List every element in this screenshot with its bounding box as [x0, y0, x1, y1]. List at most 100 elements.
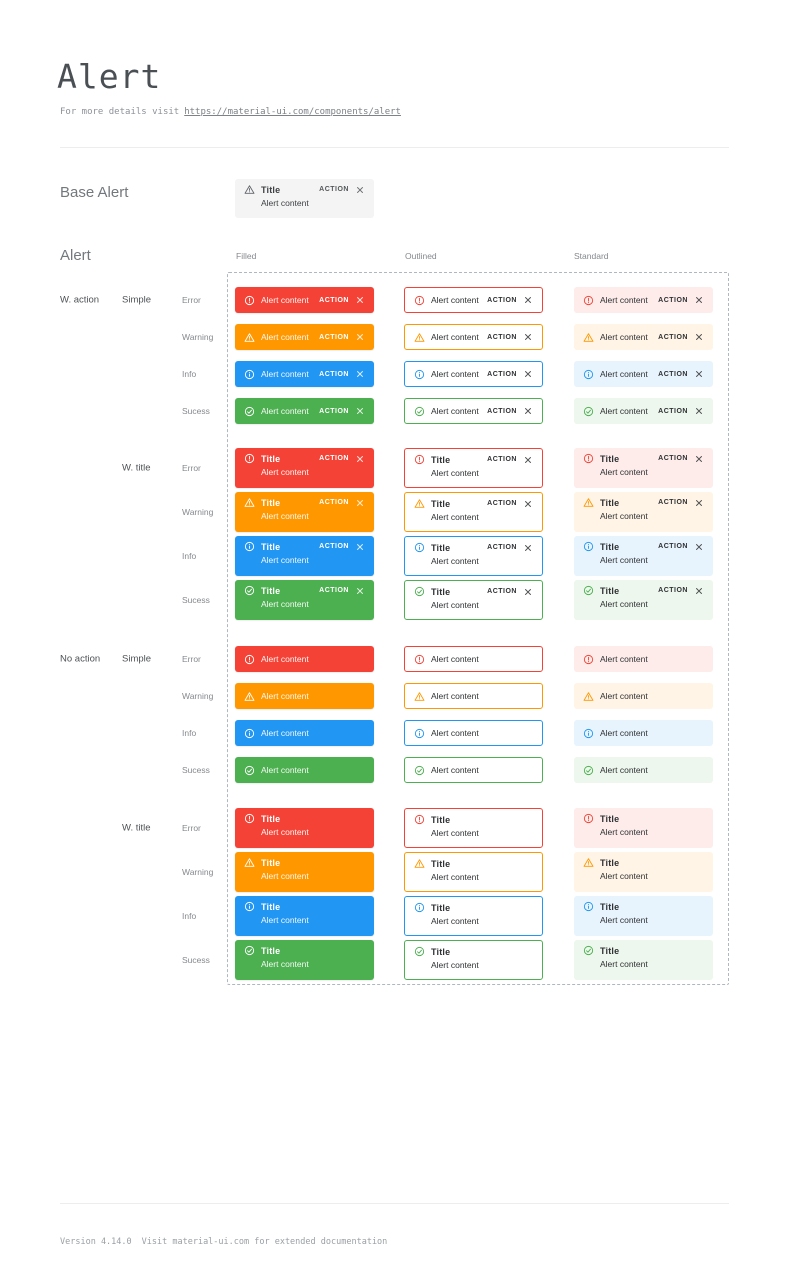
row-style-label: W. title	[122, 462, 151, 474]
alert-content: Alert content	[431, 765, 479, 775]
alert-content: Alert content	[261, 765, 309, 775]
action-button[interactable]: ACTION	[319, 407, 349, 415]
close-icon[interactable]	[694, 332, 704, 342]
check-circle-icon	[583, 945, 594, 956]
alert-content: Alert content	[431, 600, 479, 610]
action-button[interactable]: ACTION	[319, 455, 349, 462]
severity-label: Warning	[182, 332, 214, 342]
check-circle-icon	[583, 585, 594, 596]
alert-content: Alert content	[431, 468, 479, 478]
close-icon[interactable]	[523, 587, 533, 597]
close-icon[interactable]	[355, 295, 365, 305]
close-icon[interactable]	[694, 498, 704, 508]
action-button[interactable]: ACTION	[487, 296, 517, 304]
action-button[interactable]: ACTION	[487, 333, 517, 341]
base-alert: Title ACTION Alert content	[235, 179, 374, 218]
action-button[interactable]: ACTION	[658, 587, 688, 594]
close-icon[interactable]	[694, 586, 704, 596]
severity-label: Info	[182, 551, 197, 561]
action-button[interactable]: ACTION	[487, 456, 517, 463]
alert-title: Title	[600, 497, 620, 508]
alert-standard-warning-with-action: Alert content ACTION	[574, 324, 713, 350]
close-icon[interactable]	[355, 542, 365, 552]
error-circle-icon	[244, 295, 255, 306]
alert-title: Title	[261, 184, 281, 195]
action-button[interactable]: ACTION	[319, 370, 349, 378]
alert-content: Alert content	[261, 511, 309, 521]
close-icon[interactable]	[523, 406, 533, 416]
close-icon[interactable]	[694, 454, 704, 464]
close-icon[interactable]	[694, 369, 704, 379]
alert-content: Alert content	[600, 915, 648, 925]
row-group-label: W. action	[60, 294, 100, 306]
alert-content: Alert content	[431, 960, 479, 970]
close-icon[interactable]	[694, 542, 704, 552]
alert-content: Alert content	[261, 654, 309, 664]
severity-label: Warning	[182, 507, 214, 517]
close-icon[interactable]	[355, 454, 365, 464]
alert-filled-info-with-action: Alert content ACTION	[235, 361, 374, 387]
alert-content: Alert content	[261, 332, 309, 342]
action-button[interactable]: ACTION	[319, 296, 349, 304]
alert-content: Alert content	[261, 555, 309, 565]
close-icon[interactable]	[694, 406, 704, 416]
footer-note: Visit material-ui.com for extended docum…	[141, 1237, 388, 1247]
alert-title: Title	[431, 858, 451, 869]
alert-content: Alert content	[261, 915, 309, 925]
alert-content: Alert content	[261, 599, 309, 609]
action-button[interactable]: ACTION	[658, 296, 688, 304]
close-icon[interactable]	[355, 586, 365, 596]
close-icon[interactable]	[523, 543, 533, 553]
close-icon[interactable]	[355, 406, 365, 416]
close-icon[interactable]	[523, 295, 533, 305]
close-icon[interactable]	[523, 499, 533, 509]
action-button[interactable]: ACTION	[658, 455, 688, 462]
close-icon[interactable]	[355, 498, 365, 508]
action-button[interactable]: ACTION	[487, 370, 517, 378]
alert-standard-info-with-action: Alert content ACTION	[574, 361, 713, 387]
action-button[interactable]: ACTION	[319, 543, 349, 550]
action-button[interactable]: ACTION	[319, 499, 349, 506]
action-button[interactable]: ACTION	[658, 407, 688, 415]
action-button[interactable]: ACTION	[658, 333, 688, 341]
alert-title-row: Title	[244, 901, 365, 912]
action-button[interactable]: ACTION	[658, 543, 688, 550]
action-button[interactable]: ACTION	[319, 587, 349, 594]
error-circle-icon	[244, 453, 255, 464]
action-button[interactable]: ACTION	[487, 500, 517, 507]
severity-label: Info	[182, 728, 197, 738]
close-icon[interactable]	[355, 185, 365, 195]
close-icon[interactable]	[694, 295, 704, 305]
docs-link[interactable]: https://material-ui.com/components/alert	[184, 107, 401, 117]
action-button[interactable]: ACTION	[319, 333, 349, 341]
alert-title: Title	[431, 586, 451, 597]
alert-content: Alert content	[431, 332, 479, 342]
alert-title: Title	[261, 945, 281, 956]
alert-content: Alert content	[600, 406, 648, 416]
close-icon[interactable]	[523, 369, 533, 379]
action-button[interactable]: ACTION	[658, 370, 688, 378]
close-icon[interactable]	[355, 369, 365, 379]
close-icon[interactable]	[523, 455, 533, 465]
footer-version: Version 4.14.0	[60, 1237, 132, 1247]
alert-content: Alert content	[261, 959, 309, 969]
alert-outlined-warning-with-action: Alert content ACTION	[404, 324, 543, 350]
action-button[interactable]: ACTION	[487, 588, 517, 595]
alert-title: Title	[261, 453, 281, 464]
alert-title-row: Title	[414, 814, 533, 825]
alert-outlined-error-with-title-with-action: Title ACTION Alert content	[404, 448, 543, 488]
check-circle-icon	[583, 765, 594, 776]
action-button[interactable]: ACTION	[658, 499, 688, 506]
severity-label: Error	[182, 463, 201, 473]
alert-outlined-success-with-title-with-action: Title ACTION Alert content	[404, 580, 543, 620]
alert-title: Title	[261, 497, 281, 508]
action-button[interactable]: ACTION	[487, 544, 517, 551]
row-style-label: Simple	[122, 294, 152, 306]
alert-title: Title	[600, 541, 620, 552]
alert-filled-error-with-title: Title Alert content	[235, 808, 374, 848]
close-icon[interactable]	[355, 332, 365, 342]
close-icon[interactable]	[523, 332, 533, 342]
action-button[interactable]: ACTION	[487, 407, 517, 415]
action-button[interactable]: ACTION	[319, 186, 349, 193]
alert-filled-success-with-title: Title Alert content	[235, 940, 374, 980]
